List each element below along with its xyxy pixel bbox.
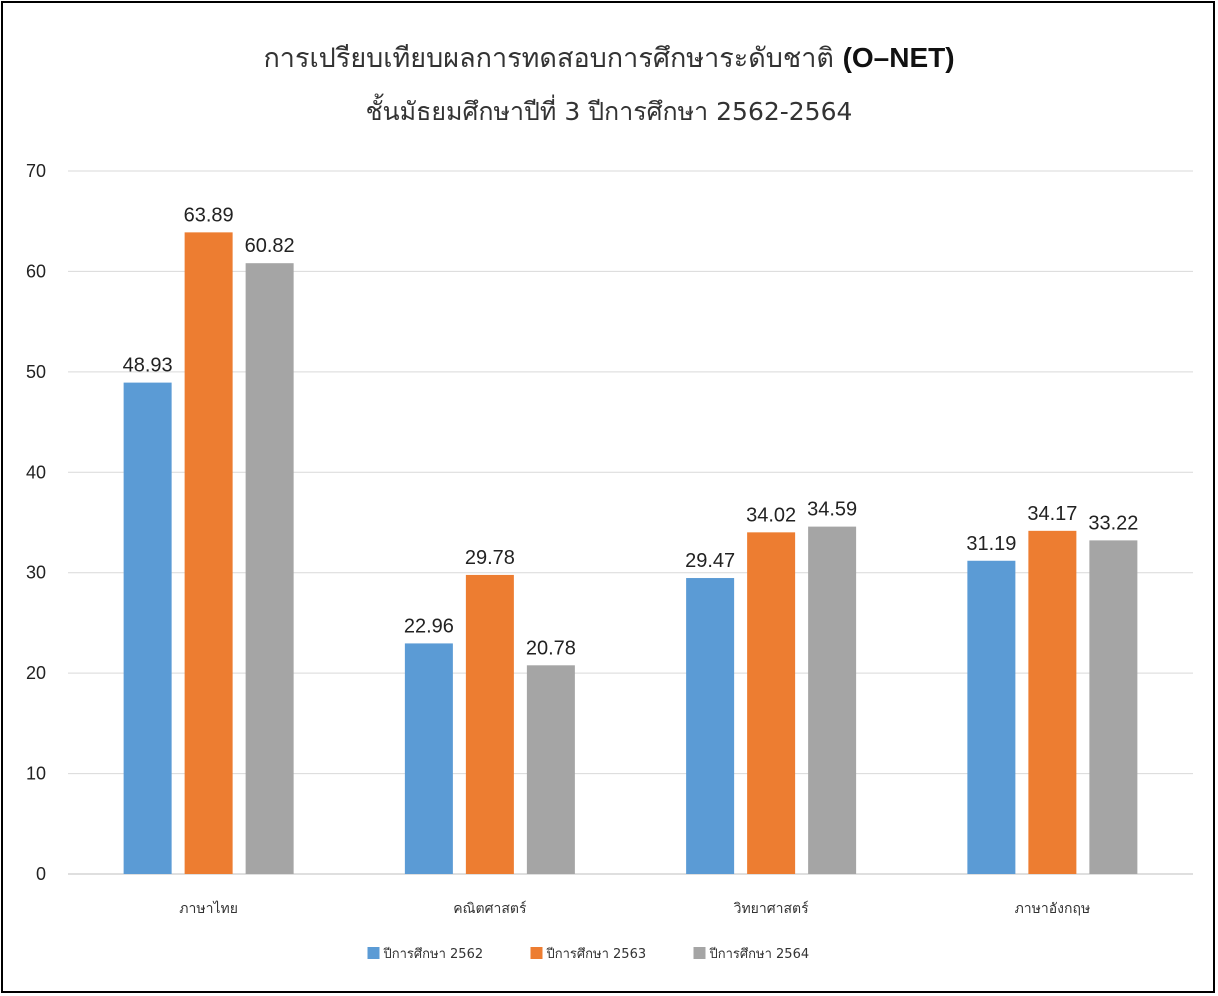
data-label: 34.02 — [746, 504, 796, 526]
bar — [1089, 540, 1138, 874]
data-label: 29.47 — [685, 550, 735, 572]
x-tick-label: คณิตศาสตร์ — [453, 900, 527, 917]
y-tick-label: 20 — [26, 663, 46, 683]
bar — [686, 578, 735, 874]
legend-label: ปีการศึกษา 2562 — [382, 946, 483, 962]
bar — [1028, 530, 1077, 874]
data-label: 63.89 — [184, 204, 234, 226]
bar — [526, 665, 575, 874]
x-tick-label: ภาษาไทย — [179, 900, 238, 917]
bar — [747, 532, 796, 874]
data-label: 33.22 — [1088, 512, 1138, 534]
legend-swatch — [530, 947, 543, 959]
data-label: 31.19 — [966, 533, 1016, 555]
chart-title-text: การเปรียบเทียบผลการทดสอบการศึกษาระดับชาต… — [263, 43, 834, 74]
data-label: 34.17 — [1027, 503, 1077, 525]
x-tick-label: วิทยาศาสตร์ — [733, 900, 809, 917]
legend-label: ปีการศึกษา 2564 — [708, 946, 809, 962]
bar — [123, 382, 172, 874]
gridlines — [68, 170, 1193, 875]
chart-subtitle: ชั้นมัธยมศึกษาปีที่ 3 ปีการศึกษา 2562-25… — [365, 97, 853, 126]
data-labels: 48.93 63.89 60.82 22.96 29.78 20.78 29.47 34.02… — [123, 204, 1139, 659]
y-tick-label: 0 — [36, 864, 46, 884]
y-tick-label: 70 — [26, 161, 46, 181]
bar — [808, 526, 857, 874]
data-label: 22.96 — [404, 615, 454, 637]
data-label: 34.59 — [807, 499, 857, 521]
legend-swatch — [693, 947, 706, 959]
y-tick-label: 50 — [26, 362, 46, 382]
legend-swatch — [367, 947, 380, 959]
bars — [123, 232, 1138, 874]
y-tick-label: 10 — [26, 764, 46, 784]
bar — [404, 643, 453, 874]
x-tick-label: ภาษาอังกฤษ — [1015, 901, 1091, 917]
data-label: 20.78 — [526, 637, 576, 659]
x-axis: ภาษาไทย คณิตศาสตร์ วิทยาศาสตร์ ภาษาอังกฤษ — [179, 900, 1090, 917]
legend: ปีการศึกษา 2562 ปีการศึกษา 2563 ปีการศึกษา… — [367, 946, 809, 962]
y-tick-label: 40 — [26, 462, 46, 482]
chart-title-acronym: (O–NET) — [842, 42, 955, 73]
bar — [465, 574, 514, 874]
bar — [967, 560, 1016, 874]
data-label: 48.93 — [123, 355, 173, 377]
bar — [245, 263, 294, 874]
y-tick-label: 30 — [26, 563, 46, 583]
y-tick-label: 60 — [26, 261, 46, 281]
data-label: 60.82 — [245, 235, 295, 257]
legend-label: ปีการศึกษา 2563 — [545, 946, 646, 962]
data-label: 29.78 — [465, 547, 515, 569]
bar — [184, 232, 233, 874]
y-axis: 0 10 20 30 40 50 60 70 — [26, 161, 46, 884]
chart-title: การเปรียบเทียบผลการทดสอบการศึกษาระดับชาต… — [0, 36, 1218, 79]
